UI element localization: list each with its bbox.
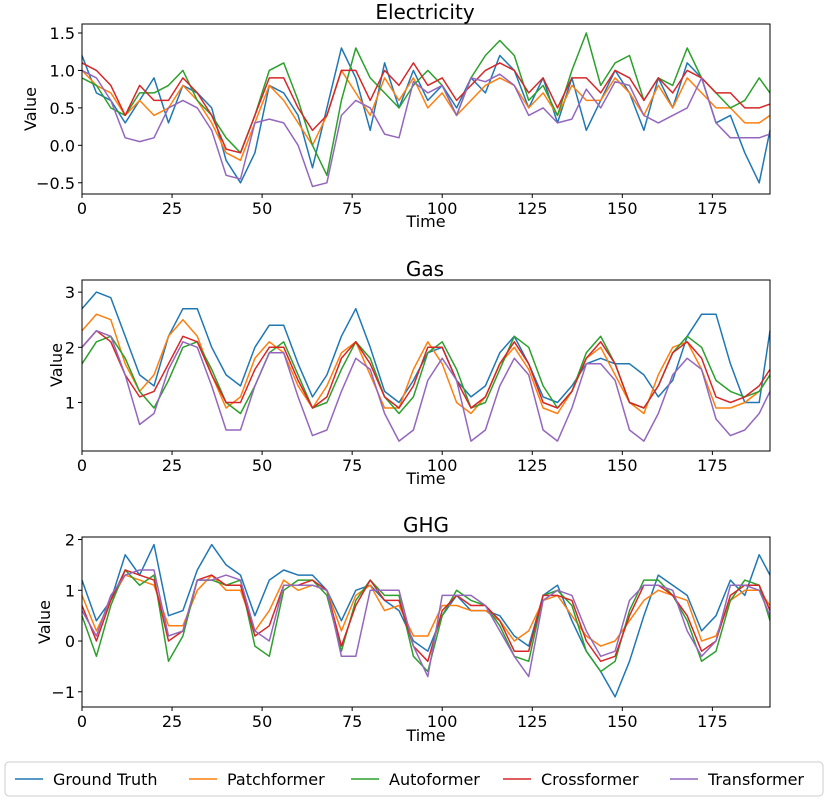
y-tick-label: 1	[65, 393, 75, 412]
x-tick-label: 75	[342, 712, 362, 731]
legend-label-transformer: Transformer	[707, 770, 804, 789]
legend-label-patchformer: Patchformer	[227, 770, 325, 789]
series-line-transformer	[81, 569, 771, 678]
x-tick-label: 125	[517, 712, 548, 731]
x-tick-label: 25	[162, 456, 182, 475]
x-axis-label: Time	[405, 212, 445, 231]
series-line-patchformer	[81, 574, 771, 647]
chart-title: Electricity	[375, 0, 475, 24]
x-tick-label: 125	[517, 456, 548, 475]
x-axis-label: Time	[405, 726, 445, 745]
y-tick-label: 1.5	[50, 24, 75, 43]
y-tick-label: 1	[65, 581, 75, 600]
y-axis-label: Value	[21, 87, 40, 131]
plot-frame	[81, 23, 771, 195]
x-ticks: 0 25 50 75 100 125 150 175	[77, 194, 728, 218]
y-axis-label: Value	[47, 343, 66, 387]
series-line-transformer	[81, 69, 771, 188]
y-tick-label: 2	[65, 531, 75, 550]
legend-label-autoformer: Autoformer	[389, 770, 480, 789]
y-ticks: −0.5 0.0 0.5 1.0 1.5	[36, 24, 82, 193]
series-line-patchformer	[81, 313, 771, 415]
x-tick-label: 50	[252, 199, 272, 218]
series-line-ground-truth	[81, 543, 771, 698]
y-tick-label: 3	[65, 283, 75, 302]
x-tick-label: 75	[342, 199, 362, 218]
y-tick-label: 0.5	[50, 99, 75, 118]
series-line-crossformer	[81, 569, 771, 663]
series-line-ground-truth	[81, 47, 771, 184]
y-tick-label: −1	[51, 683, 75, 702]
x-tick-label: 50	[252, 456, 272, 475]
y-tick-label: 0	[65, 632, 75, 651]
series-line-autoformer	[81, 335, 771, 415]
y-axis-label: Value	[35, 600, 54, 644]
x-tick-label: 100	[427, 456, 458, 475]
x-tick-label: 0	[77, 199, 87, 218]
x-tick-label: 50	[252, 712, 272, 731]
x-tick-label: 100	[427, 712, 458, 731]
x-tick-label: 175	[697, 456, 728, 475]
y-tick-label: 1.0	[50, 61, 75, 80]
y-tick-label: 2	[65, 338, 75, 357]
y-ticks: −1 0 1 2	[51, 531, 82, 702]
legend-label-crossformer: Crossformer	[541, 770, 639, 789]
y-ticks: 1 2 3	[65, 283, 82, 412]
legend-label-ground-truth: Ground Truth	[53, 770, 158, 789]
x-tick-label: 75	[342, 456, 362, 475]
x-tick-label: 150	[607, 456, 638, 475]
x-axis-label: Time	[405, 469, 445, 488]
x-tick-label: 25	[162, 712, 182, 731]
legend-frame	[4, 761, 824, 797]
chart-title: GHG	[403, 513, 449, 537]
chart-electricity: Electricity 0 25 50 75 100 125 150 175 −0.5 0.0 0…	[21, 0, 771, 231]
x-tick-label: 175	[697, 199, 728, 218]
x-ticks: 0 25 50 75 100 125 150 175	[77, 707, 728, 731]
x-tick-label: 175	[697, 712, 728, 731]
x-tick-label: 150	[607, 199, 638, 218]
x-tick-label: 0	[77, 456, 87, 475]
y-tick-label: −0.5	[36, 174, 75, 193]
plot-frame	[81, 279, 771, 452]
series-line-crossformer	[81, 62, 771, 154]
x-tick-label: 150	[607, 712, 638, 731]
x-tick-label: 25	[162, 199, 182, 218]
series-line-crossformer	[81, 329, 771, 409]
chart-title: Gas	[406, 257, 444, 281]
legend: Ground Truth Patchformer Autoformer Crossfo…	[4, 761, 824, 797]
x-ticks: 0 25 50 75 100 125 150 175	[77, 451, 728, 475]
chart-gas: Gas 0 25 50 75 100 125 150 175 1 2 3 Time Value	[47, 257, 771, 488]
y-tick-label: 0.0	[50, 136, 75, 155]
x-tick-label: 0	[77, 712, 87, 731]
series-group	[81, 543, 771, 698]
x-tick-label: 125	[517, 199, 548, 218]
legend-entries: Ground Truth Patchformer Autoformer Crossfo…	[15, 770, 804, 789]
x-tick-label: 100	[427, 199, 458, 218]
series-group	[81, 32, 771, 188]
plot-frame	[81, 536, 771, 708]
series-line-transformer	[81, 329, 771, 442]
series-group	[81, 291, 771, 442]
